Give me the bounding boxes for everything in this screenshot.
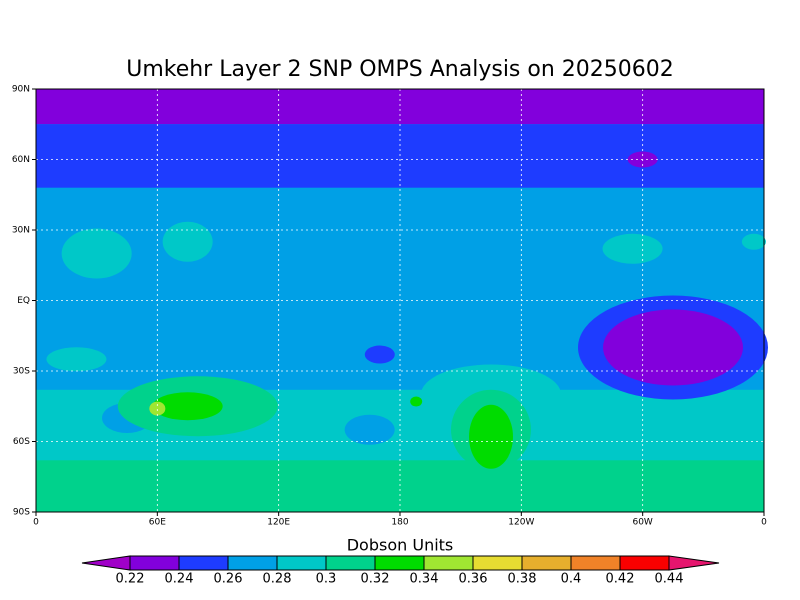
colorbar-tick-label: 0.26: [214, 572, 243, 587]
colorbar-tick-label: 0.3: [316, 572, 337, 587]
colorbar-label: Dobson Units: [347, 536, 454, 555]
field: [162, 221, 213, 262]
colorbar-box: [325, 555, 376, 571]
map: [36, 89, 768, 512]
colorbar-tick-label: 0.28: [263, 572, 292, 587]
colorbar-end: [668, 555, 720, 571]
y-tick-label: 90N: [12, 85, 30, 95]
x-tick-label: 180: [391, 518, 408, 528]
y-tick-label: 60S: [13, 437, 30, 447]
colorbar-tick-label: 0.34: [410, 572, 439, 587]
colorbar-box: [619, 555, 670, 571]
colorbar-box: [570, 555, 621, 571]
colorbar-box: [129, 555, 180, 571]
field: [364, 345, 395, 364]
x-tick-label: 120E: [267, 518, 290, 528]
y-tick-label: 30S: [13, 367, 30, 377]
y-tick-label: 60N: [12, 155, 30, 165]
colorbar-tick-label: 0.32: [361, 572, 390, 587]
x-tick-label: 0: [33, 518, 39, 528]
y-tick-label: 30N: [12, 226, 30, 236]
title: Umkehr Layer 2 SNP OMPS Analysis on 2025…: [126, 57, 674, 82]
colorbar-end: [81, 555, 131, 571]
colorbar-tick-label: 0.42: [606, 572, 635, 587]
field: [469, 404, 513, 469]
field: [46, 347, 107, 372]
colorbar-box: [472, 555, 523, 571]
colorbar-box: [276, 555, 327, 571]
colorbar-box: [374, 555, 425, 571]
colorbar-box: [227, 555, 278, 571]
field: [152, 392, 223, 421]
colorbar-tick-label: 0.24: [165, 572, 194, 587]
colorbar-box: [423, 555, 474, 571]
map-frame: [35, 88, 765, 513]
colorbar-tick-label: 0.38: [508, 572, 537, 587]
colorbar-tick-label: 0.44: [655, 572, 684, 587]
field: [741, 233, 766, 250]
field: [149, 401, 166, 416]
x-tick-label: 60E: [149, 518, 166, 528]
field: [61, 228, 132, 279]
y-tick-label: 90S: [13, 508, 30, 518]
x-tick-label: 0: [761, 518, 767, 528]
field: [36, 460, 764, 512]
colorbar-tick-label: 0.4: [561, 572, 582, 587]
field: [344, 414, 395, 445]
colorbar-tick-label: 0.22: [116, 572, 145, 587]
colorbar-box: [178, 555, 229, 571]
colorbar-box: [521, 555, 572, 571]
x-tick-label: 120W: [508, 518, 534, 528]
field: [410, 396, 423, 407]
x-tick-label: 60W: [632, 518, 652, 528]
field: [602, 233, 663, 264]
y-tick-label: EQ: [17, 296, 30, 306]
colorbar-tick-label: 0.36: [459, 572, 488, 587]
field: [603, 309, 743, 386]
